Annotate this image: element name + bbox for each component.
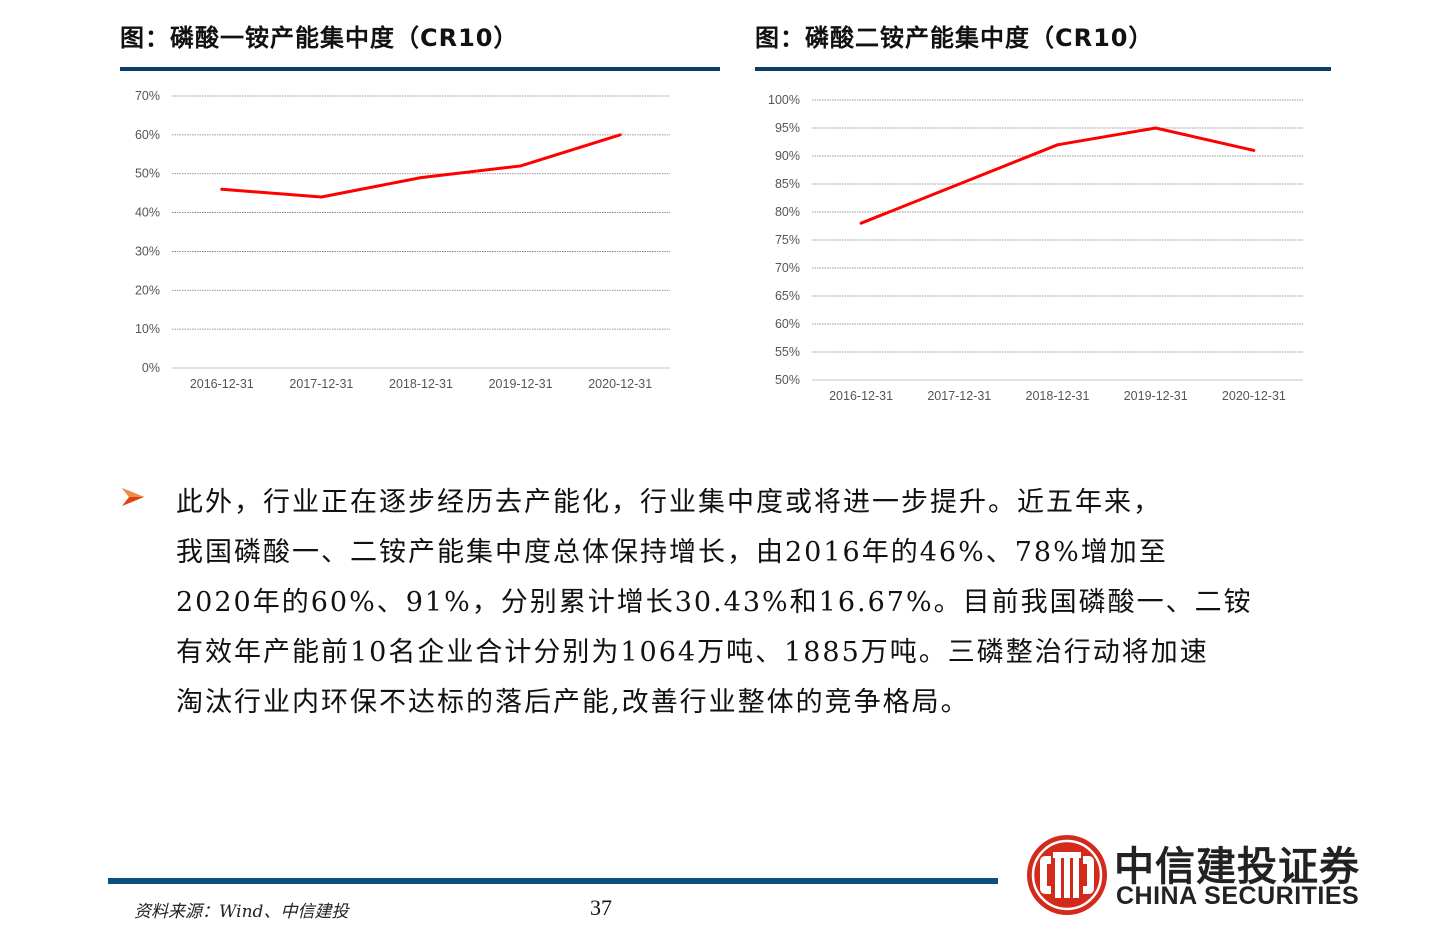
body-paragraph: 此外，行业正在逐步经历去产能化，行业集中度或将进一步提升。近五年来， 我国磷酸一… [120,478,1330,728]
y-tick-label: 55% [775,345,800,359]
x-tick-label: 2016-12-31 [829,389,893,403]
y-tick-label: 40% [135,206,160,220]
figure-1-rule [120,67,720,71]
x-tick-label: 2017-12-31 [927,389,991,403]
x-tick-label: 2018-12-31 [389,377,453,391]
y-tick-label: 100% [768,93,800,107]
y-tick-label: 60% [775,317,800,331]
y-tick-label: 70% [135,89,160,103]
logo-name-cn: 中信建投证券 [1114,844,1360,890]
y-tick-label: 75% [775,233,800,247]
y-tick-label: 80% [775,205,800,219]
x-tick-label: 2019-12-31 [489,377,553,391]
china-securities-logo: 中信建投证券 CHINA SECURITIES [1026,830,1366,920]
chart-di-ammonium-cr10: 50% 55% 60% 65% 70% 75% 80% 85% 90% 95% 100% 2016-1… [768,93,1303,403]
body-line-1: 此外，行业正在逐步经历去产能化，行业集中度或将进一步提升。近五年来， [176,487,1162,518]
y-tick-label: 10% [135,322,160,336]
y-tick-label: 50% [135,167,160,181]
citic-emblem-icon [1027,835,1107,915]
y-tick-label: 20% [135,283,160,297]
x-tick-label: 2018-12-31 [1026,389,1090,403]
y-tick-label: 60% [135,128,160,142]
source-note: 资料来源：Wind、中信建投 [134,902,349,922]
logo-name-en: CHINA SECURITIES [1116,882,1360,910]
series-line [859,126,1256,225]
y-tick-label: 65% [775,289,800,303]
x-tick-label: 2016-12-31 [190,377,254,391]
body-line-3: 2020年的60%、91%，分别累计增长30.43%和16.67%。目前我国磷酸… [176,587,1253,618]
figure-1-title: 图：磷酸一铵产能集中度（CR10） [120,24,519,52]
figure-2-rule [755,67,1331,71]
y-tick-label: 50% [775,373,800,387]
body-text: 此外，行业正在逐步经历去产能化，行业集中度或将进一步提升。近五年来， 我国磷酸一… [176,478,1330,728]
y-tick-label: 30% [135,244,160,258]
body-line-5: 淘汰行业内环保不达标的落后产能,改善行业整体的竞争格局。 [176,687,970,718]
y-tick-label: 85% [775,177,800,191]
body-line-4: 有效年产能前10名企业合计分别为1064万吨、1885万吨。三磷整治行动将加速 [176,637,1209,668]
footer-rule [108,878,998,884]
chart-mono-ammonium-cr10: 0% 10% 20% 30% 40% 50% 60% 70% 2016-12-31 2017-12… [135,89,670,391]
bullet-arrow-icon [122,488,144,506]
y-tick-label: 0% [142,361,160,375]
x-tick-label: 2020-12-31 [1222,389,1286,403]
x-tick-label: 2017-12-31 [289,377,353,391]
y-tick-label: 95% [775,121,800,135]
figure-2-title: 图：磷酸二铵产能集中度（CR10） [755,24,1154,52]
body-line-2: 我国磷酸一、二铵产能集中度总体保持增长，由2016年的46%、78%增加至 [176,537,1168,568]
page-number: 37 [590,895,612,920]
y-tick-label: 70% [775,261,800,275]
series-line [220,133,622,199]
y-tick-label: 90% [775,149,800,163]
x-tick-label: 2019-12-31 [1124,389,1188,403]
x-tick-label: 2020-12-31 [588,377,652,391]
